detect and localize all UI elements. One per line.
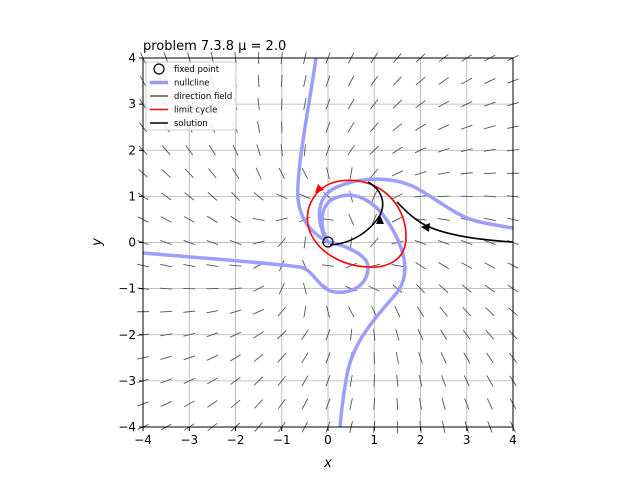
legend-label: solution xyxy=(174,119,208,129)
direction-field-segment xyxy=(393,77,401,86)
y-tick-label: 3 xyxy=(128,97,136,111)
legend-label: direction field xyxy=(174,92,232,102)
direction-field-segment xyxy=(392,217,403,222)
direction-field-segment xyxy=(348,306,353,317)
direction-field-segment xyxy=(393,123,402,131)
direction-field-segment xyxy=(161,217,172,223)
direction-field-segment xyxy=(484,218,496,220)
direction-field-segment xyxy=(485,263,496,269)
direction-field-segment xyxy=(253,309,264,314)
x-tick-label: 2 xyxy=(417,433,425,447)
direction-field-segment xyxy=(160,311,172,312)
direction-field-segment xyxy=(302,399,308,410)
direction-field-segment xyxy=(442,398,445,410)
x-axis-label: x xyxy=(323,456,332,471)
direction-field-segment xyxy=(396,352,398,364)
direction-field-segment xyxy=(392,171,403,176)
nullcline-curve-4 xyxy=(319,179,513,238)
direction-field-segment xyxy=(206,265,218,267)
direction-field-segment xyxy=(486,308,495,316)
direction-field-segment xyxy=(304,75,306,87)
direction-field-segment xyxy=(207,401,217,408)
legend-label: fixed point xyxy=(174,65,220,75)
y-tick-label: 1 xyxy=(128,189,136,203)
legend-label: limit cycle xyxy=(174,106,217,116)
direction-field-segment xyxy=(349,214,354,225)
y-tick-label: −1 xyxy=(118,282,136,296)
direction-field-segment xyxy=(348,76,354,87)
direction-field-segment xyxy=(162,169,171,177)
direction-field-segment xyxy=(440,307,448,316)
y-tick-label: 2 xyxy=(128,143,136,157)
x-tick-label: −3 xyxy=(180,433,198,447)
direction-field-segment xyxy=(438,219,450,221)
direction-field-segment xyxy=(441,352,446,363)
x-tick-label: 3 xyxy=(463,433,471,447)
x-tick-label: 0 xyxy=(324,433,332,447)
direction-field-segment xyxy=(160,356,172,359)
x-tick-label: 1 xyxy=(370,433,378,447)
direction-field-segment xyxy=(391,265,403,267)
direction-field-segment xyxy=(484,126,496,129)
y-tick-label: 0 xyxy=(128,236,136,250)
direction-field-segment xyxy=(438,125,449,130)
direction-field-segment xyxy=(209,169,217,178)
direction-field-segment xyxy=(256,168,261,179)
y-tick-label: −2 xyxy=(118,328,136,342)
solution-1 xyxy=(330,182,383,245)
direction-field-segment xyxy=(348,122,354,132)
nullcline-curve-3 xyxy=(322,195,405,427)
direction-field-segment xyxy=(304,306,306,318)
legend: fixed point nullcline direction field limit… xyxy=(146,62,236,130)
legend-label: nullcline xyxy=(174,79,210,89)
direction-field-segment xyxy=(255,400,263,409)
direction-field-segment xyxy=(253,218,265,220)
chart-title: problem 7.3.8 μ = 2.0 xyxy=(143,39,286,54)
solution-2 xyxy=(397,202,513,242)
direction-field-segment xyxy=(350,329,351,341)
direction-field-segment xyxy=(486,353,493,363)
direction-field-segment xyxy=(439,78,449,85)
direction-field-segment xyxy=(161,401,172,406)
direction-field-segment xyxy=(302,353,308,363)
direction-field-segment xyxy=(304,144,305,156)
direction-field-segment xyxy=(487,398,492,409)
y-tick-label: −3 xyxy=(118,374,136,388)
direction-field-segment xyxy=(484,79,495,84)
direction-field-segment xyxy=(439,262,449,268)
direction-field-segment xyxy=(206,311,218,313)
direction-field-segment xyxy=(207,355,218,360)
direction-field-segment xyxy=(350,167,352,179)
direction-field-segment xyxy=(350,398,352,410)
x-tick-label: −4 xyxy=(134,433,152,447)
direction-field-segment xyxy=(302,168,307,179)
direction-field-segment xyxy=(395,306,400,317)
direction-field-segment xyxy=(254,354,263,362)
direction-field-segment xyxy=(257,121,259,133)
direction-field-segment xyxy=(484,173,496,174)
direction-field-segment xyxy=(230,265,242,266)
x-tick-label: −2 xyxy=(227,433,245,447)
direction-field-segment xyxy=(207,216,217,222)
x-tick-label: −1 xyxy=(273,433,291,447)
direction-field-segment xyxy=(258,75,259,87)
y-tick-label: 4 xyxy=(128,51,136,65)
direction-field-segment xyxy=(397,398,398,410)
y-axis-label: y xyxy=(90,238,105,247)
x-tick-label: 4 xyxy=(509,433,517,447)
y-tick-label: −4 xyxy=(118,420,136,434)
direction-field-segment xyxy=(160,264,172,266)
direction-field-segment xyxy=(438,172,450,174)
